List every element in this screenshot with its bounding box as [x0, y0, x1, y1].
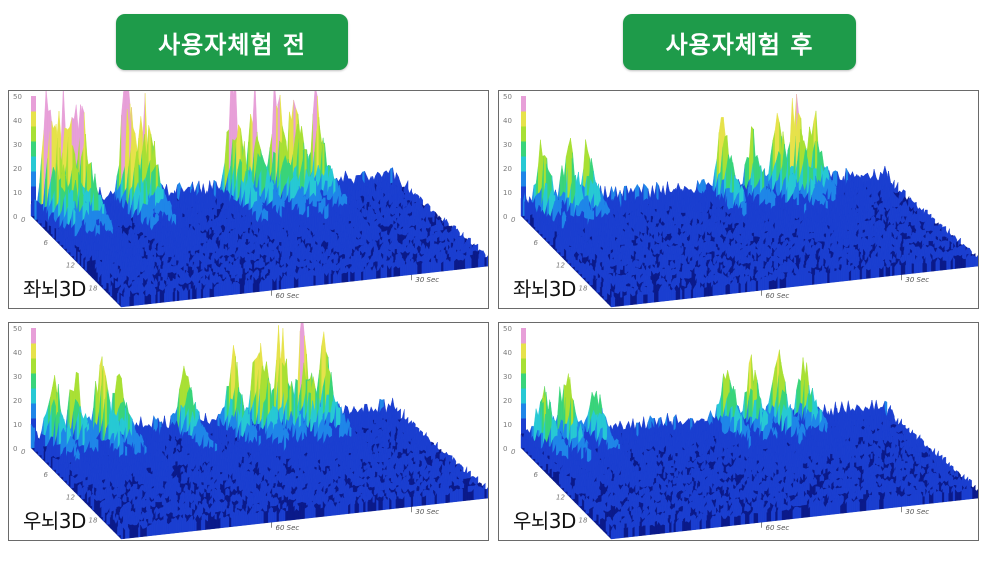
z-tick-label: 30: [503, 373, 512, 381]
time-tick-label: 30 Sec: [905, 276, 929, 284]
depth-tick-label: 12: [66, 494, 75, 502]
left-brain-before-label: 좌뇌3D: [23, 277, 86, 301]
z-tick-label: 0: [13, 445, 17, 453]
depth-tick-label: 12: [556, 494, 565, 502]
z-tick-label: 20: [13, 397, 22, 405]
z-tick-label: 20: [503, 165, 512, 173]
right-brain-before-label: 우뇌3D: [23, 509, 86, 533]
right-brain-after-panel: 50 40 30 20 10 00 6 12 18 24 60 Sec 30 Sec 우뇌3D: [498, 322, 979, 541]
z-tick-label: 40: [503, 349, 512, 357]
depth-tick-label: 0: [21, 448, 26, 456]
depth-tick-label: 24: [111, 307, 120, 309]
z-tick-label: 20: [13, 165, 22, 173]
surface-spikes: [520, 349, 978, 540]
after-experience-header: 사용자체험 후: [623, 14, 856, 70]
right-brain-after-surface: 50 40 30 20 10 00 6 12 18 24 60 Sec 30 Sec: [503, 325, 978, 541]
time-tick-label: 60 Sec: [766, 524, 790, 532]
left-brain-before-panel: 50 40 30 20 10 00 6 12 18 24 60 Sec 30 Sec 좌뇌3D: [8, 90, 489, 309]
depth-tick-label: 6: [534, 471, 539, 479]
z-tick-label: 50: [503, 325, 512, 333]
z-tick-label: 10: [13, 189, 22, 197]
depth-tick-label: 18: [89, 516, 98, 524]
surface-spikes: [30, 91, 488, 308]
z-tick-label: 50: [13, 93, 22, 101]
left-brain-before-surface: 50 40 30 20 10 00 6 12 18 24 60 Sec 30 Sec: [13, 91, 488, 309]
depth-tick-label: 24: [601, 539, 610, 541]
z-tick-label: 40: [13, 349, 22, 357]
depth-tick-label: 12: [66, 262, 75, 270]
surface-spikes: [520, 94, 978, 308]
right-brain-before-surface: 50 40 30 20 10 00 6 12 18 24 60 Sec 30 Sec: [13, 323, 488, 541]
time-tick-label: 60 Sec: [766, 292, 790, 300]
depth-tick-label: 24: [601, 307, 610, 309]
left-brain-after-panel: 50 40 30 20 10 00 6 12 18 24 60 Sec 30 Sec 좌뇌3D: [498, 90, 979, 309]
left-brain-after-label: 좌뇌3D: [513, 277, 576, 301]
surface-spikes: [30, 323, 488, 540]
z-tick-label: 40: [13, 117, 22, 125]
depth-tick-label: 6: [44, 239, 49, 247]
time-tick-label: 60 Sec: [276, 292, 300, 300]
z-tick-label: 10: [503, 421, 512, 429]
z-tick-label: 30: [13, 373, 22, 381]
time-tick-label: 60 Sec: [276, 524, 300, 532]
z-tick-label: 0: [503, 445, 507, 453]
time-tick-label: 30 Sec: [415, 276, 439, 284]
z-tick-label: 30: [503, 141, 512, 149]
right-brain-before-panel: 50 40 30 20 10 00 6 12 18 24 60 Sec 30 Sec 우뇌3D: [8, 322, 489, 541]
z-tick-label: 10: [503, 189, 512, 197]
z-tick-label: 10: [13, 421, 22, 429]
depth-tick-label: 0: [511, 216, 516, 224]
z-tick-label: 0: [13, 213, 17, 221]
z-tick-label: 40: [503, 117, 512, 125]
time-tick-label: 30 Sec: [905, 508, 929, 516]
left-brain-after-surface: 50 40 30 20 10 00 6 12 18 24 60 Sec 30 Sec: [503, 93, 978, 309]
time-tick-label: 30 Sec: [415, 508, 439, 516]
z-tick-label: 20: [503, 397, 512, 405]
depth-tick-label: 24: [111, 539, 120, 541]
depth-tick-label: 6: [44, 471, 49, 479]
depth-tick-label: 18: [89, 284, 98, 292]
depth-tick-label: 18: [579, 516, 588, 524]
depth-tick-label: 12: [556, 262, 565, 270]
depth-tick-label: 0: [21, 216, 26, 224]
before-experience-header: 사용자체험 전: [116, 14, 348, 70]
right-brain-after-label: 우뇌3D: [513, 509, 576, 533]
z-tick-label: 30: [13, 141, 22, 149]
depth-tick-label: 18: [579, 284, 588, 292]
z-tick-label: 50: [503, 93, 512, 101]
depth-tick-label: 6: [534, 239, 539, 247]
z-tick-label: 0: [503, 213, 507, 221]
z-tick-label: 50: [13, 325, 22, 333]
depth-tick-label: 0: [511, 448, 516, 456]
